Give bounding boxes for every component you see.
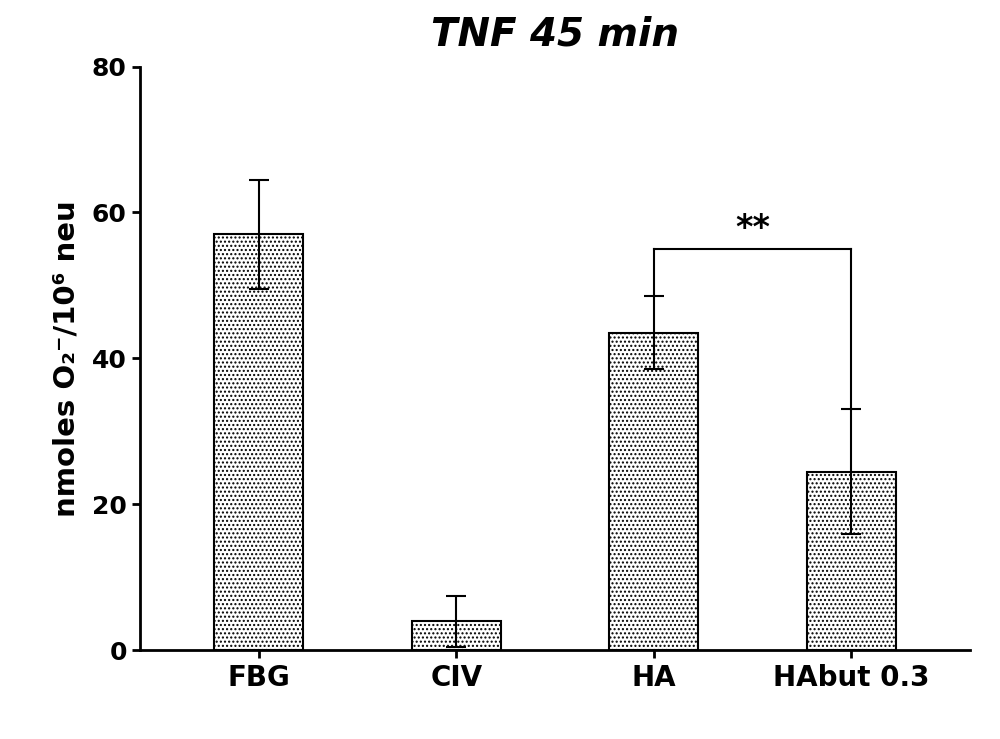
Text: **: **: [735, 212, 770, 245]
Title: TNF 45 min: TNF 45 min: [431, 16, 679, 54]
Bar: [412, 621, 501, 650]
Bar: [807, 471, 896, 650]
Bar: [214, 234, 303, 650]
Bar: [609, 333, 698, 650]
Y-axis label: nmoles O₂⁻/10⁶ neu: nmoles O₂⁻/10⁶ neu: [53, 200, 81, 517]
